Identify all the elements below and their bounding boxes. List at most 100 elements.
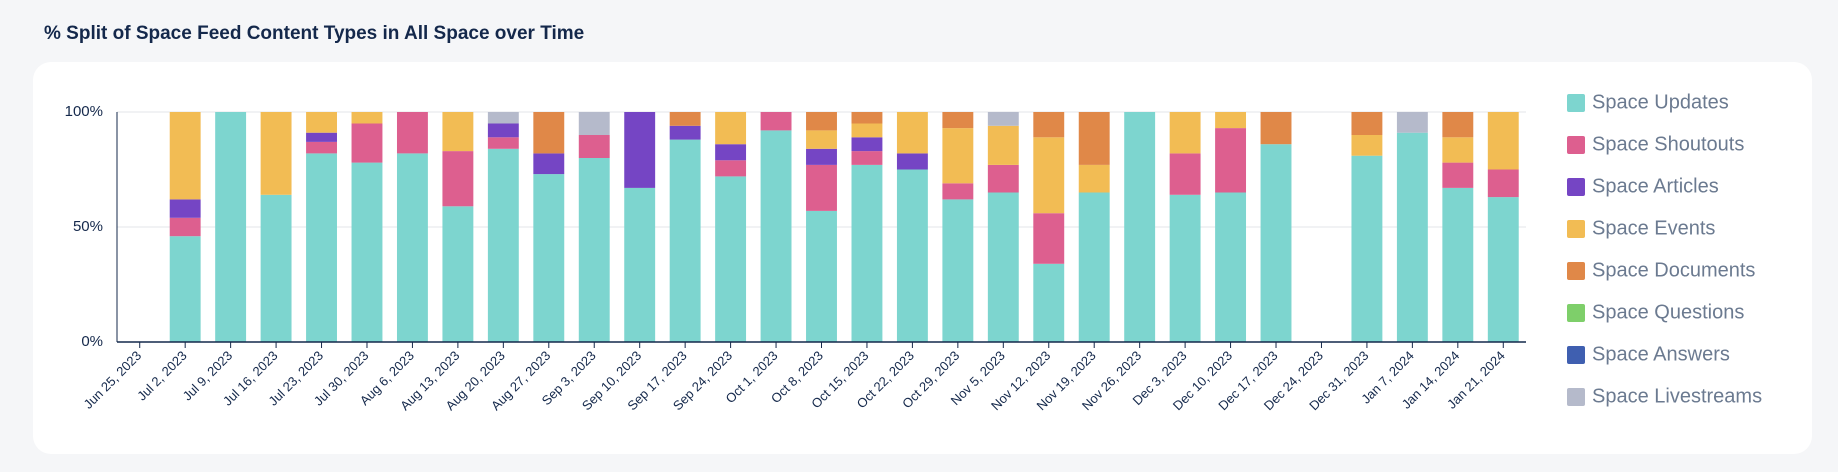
bar-segment bbox=[715, 112, 747, 145]
bar-segment bbox=[1442, 137, 1474, 163]
legend-swatch bbox=[1567, 304, 1585, 322]
bar-segment bbox=[1078, 192, 1110, 342]
bar-segment bbox=[487, 137, 519, 149]
bar-segment bbox=[487, 123, 519, 138]
bar-segment bbox=[896, 169, 928, 342]
bar-segment bbox=[169, 217, 201, 237]
bar-segment bbox=[260, 112, 292, 195]
bar-segment bbox=[806, 130, 837, 149]
y-tick-label: 50% bbox=[73, 218, 103, 235]
bar-segment bbox=[306, 132, 337, 142]
bar-segment bbox=[487, 112, 519, 124]
bar-segment bbox=[351, 112, 383, 124]
bar-segment bbox=[624, 112, 656, 188]
bar-segment bbox=[896, 112, 928, 154]
bar-segment bbox=[760, 112, 792, 131]
bar-segment bbox=[306, 141, 337, 154]
bar-segment bbox=[851, 137, 883, 152]
legend-swatch bbox=[1567, 178, 1585, 196]
legend-swatch bbox=[1567, 220, 1585, 238]
bar-segment bbox=[442, 206, 474, 342]
bar-segment bbox=[806, 148, 837, 165]
legend-label: Space Questions bbox=[1592, 301, 1744, 323]
bar-segment bbox=[1033, 213, 1065, 264]
legend-label: Space Answers bbox=[1592, 343, 1730, 365]
bar-segment bbox=[1169, 194, 1201, 342]
bar-segment bbox=[215, 112, 247, 342]
bar-segment bbox=[1215, 192, 1247, 342]
bar-segment bbox=[1033, 112, 1065, 138]
bar-segment bbox=[487, 148, 519, 342]
bar-segment bbox=[1442, 162, 1474, 188]
legend-swatch bbox=[1567, 262, 1585, 280]
bar-segment bbox=[942, 183, 974, 200]
bar-segment bbox=[1215, 112, 1247, 129]
bar-segment bbox=[351, 123, 383, 163]
legend-label: Space Articles bbox=[1592, 175, 1719, 197]
bar-segment bbox=[442, 151, 474, 207]
bar-segment bbox=[942, 199, 974, 342]
bar-segment bbox=[942, 112, 974, 129]
legend-swatch bbox=[1567, 388, 1585, 406]
bar-segment bbox=[806, 210, 837, 342]
bar-segment bbox=[1442, 112, 1474, 138]
bar-segment bbox=[442, 112, 474, 152]
bar-segment bbox=[1442, 187, 1474, 342]
bar-segment bbox=[169, 112, 201, 200]
bar-segment bbox=[578, 112, 610, 135]
bar-segment bbox=[851, 123, 883, 138]
bar-segment bbox=[896, 153, 928, 170]
bar-segment bbox=[169, 236, 201, 342]
bar-segment bbox=[1396, 112, 1428, 133]
bar-segment bbox=[1487, 169, 1519, 198]
bar-segment bbox=[1169, 153, 1201, 195]
bar-segment bbox=[396, 112, 428, 154]
bar-segment bbox=[1124, 112, 1156, 342]
legend-swatch bbox=[1567, 94, 1585, 112]
bar-segment bbox=[715, 160, 747, 177]
bar-segment bbox=[760, 130, 792, 342]
legend-label: Space Documents bbox=[1592, 259, 1755, 281]
bar-segment bbox=[987, 164, 1019, 193]
bar-segment bbox=[851, 112, 883, 124]
bar-segment bbox=[1487, 112, 1519, 170]
bar-segment bbox=[1078, 112, 1110, 165]
bar-segment bbox=[987, 125, 1019, 165]
bar-segment bbox=[1351, 155, 1383, 342]
legend-swatch bbox=[1567, 346, 1585, 364]
bar-segment bbox=[669, 125, 701, 140]
y-tick-label: 0% bbox=[81, 333, 103, 350]
legend-label: Space Livestreams bbox=[1592, 385, 1762, 407]
bar-segment bbox=[851, 164, 883, 342]
legend-label: Space Updates bbox=[1592, 91, 1729, 113]
bar-segment bbox=[169, 199, 201, 218]
bar-segment bbox=[396, 153, 428, 342]
bar-segment bbox=[578, 135, 610, 158]
bar-segment bbox=[987, 192, 1019, 342]
bar-segment bbox=[806, 112, 837, 131]
bar-segment bbox=[1033, 263, 1065, 342]
bar-segment bbox=[1487, 197, 1519, 342]
legend-swatch bbox=[1567, 136, 1585, 154]
bar-segment bbox=[260, 194, 292, 342]
bar-segment bbox=[942, 128, 974, 184]
bar-segment bbox=[715, 144, 747, 161]
bar-segment bbox=[533, 153, 565, 175]
bar-segment bbox=[669, 112, 701, 126]
legend-label: Space Shoutouts bbox=[1592, 133, 1744, 155]
legend-label: Space Events bbox=[1592, 217, 1715, 239]
bar-segment bbox=[1351, 135, 1383, 156]
bar-segment bbox=[1033, 137, 1065, 214]
bar-segment bbox=[851, 151, 883, 165]
bar-segment bbox=[806, 164, 837, 211]
chart-title: % Split of Space Feed Content Types in A… bbox=[44, 23, 584, 44]
bar-segment bbox=[1260, 144, 1292, 342]
bar-segment bbox=[1396, 132, 1428, 342]
bar-segment bbox=[987, 112, 1019, 126]
bar-segment bbox=[1215, 128, 1247, 193]
bar-segment bbox=[715, 176, 747, 342]
bar-segment bbox=[578, 158, 610, 342]
bar-segment bbox=[1169, 112, 1201, 154]
